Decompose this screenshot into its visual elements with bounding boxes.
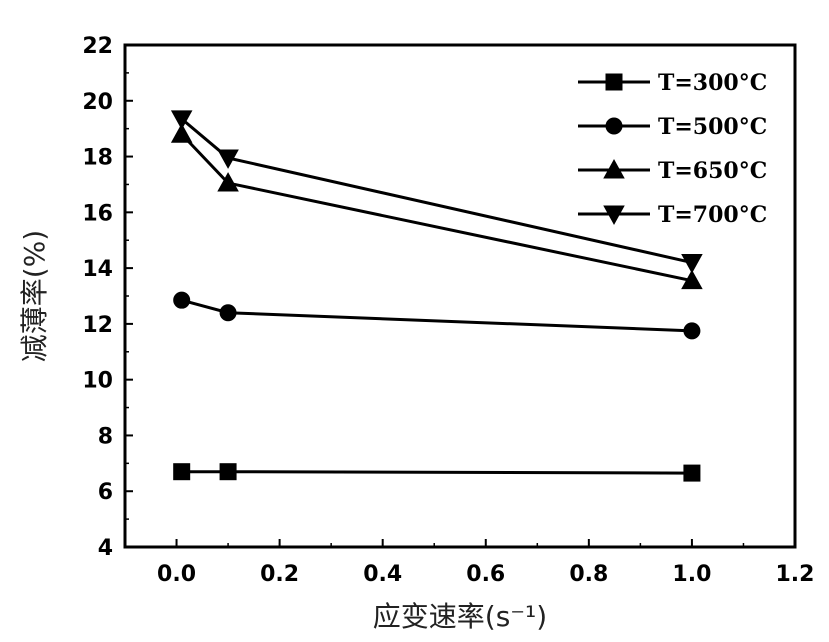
legend: T=300°C T=500°C T=650°C T=700°C xyxy=(578,70,767,228)
data-point xyxy=(217,149,239,169)
y-tick-label: 6 xyxy=(98,480,113,505)
legend-marker xyxy=(603,205,625,225)
data-point xyxy=(170,123,193,143)
series-line xyxy=(181,298,692,333)
series-4 xyxy=(170,110,703,274)
legend-marker xyxy=(605,73,623,91)
series-2 xyxy=(173,291,701,340)
y-tick-label: 18 xyxy=(82,146,113,171)
legend-item: T=650°C xyxy=(578,158,767,184)
data-point xyxy=(681,269,703,290)
legend-item: T=300°C xyxy=(578,70,767,96)
y-tick-label: 20 xyxy=(82,90,113,115)
y-tick-label: 16 xyxy=(82,201,113,226)
y-tick-label: 8 xyxy=(98,424,113,449)
data-point xyxy=(219,304,237,322)
data-point xyxy=(683,322,701,340)
x-tick-label: 0.2 xyxy=(260,562,299,587)
series-line xyxy=(181,470,692,475)
legend-label: T=300°C xyxy=(658,70,767,96)
x-tick-label: 0.6 xyxy=(466,562,505,587)
y-tick-label: 4 xyxy=(98,536,113,561)
axis-ticks xyxy=(124,44,796,548)
legend-item: T=500°C xyxy=(578,114,767,140)
data-point xyxy=(173,463,191,481)
data-point xyxy=(217,172,239,192)
y-tick-label: 22 xyxy=(82,34,113,59)
legend-label: T=650°C xyxy=(658,158,767,184)
series-3 xyxy=(170,123,703,290)
x-tick-label: 1.0 xyxy=(672,562,711,587)
x-tick-label: 1.2 xyxy=(776,562,815,587)
legend-marker xyxy=(605,117,623,135)
y-tick-label: 12 xyxy=(82,313,113,338)
x-tick-label: 0.4 xyxy=(363,562,402,587)
data-point xyxy=(683,464,701,482)
legend-label: T=500°C xyxy=(658,114,767,140)
legend-item: T=700°C xyxy=(578,202,767,228)
axis-tick-labels: 0.0 0.2 0.4 0.6 0.8 1.0 1.2 4 6 8 10 12 14 16 18 20 22 xyxy=(82,34,814,587)
data-point xyxy=(219,463,237,481)
x-tick-label: 0.8 xyxy=(569,562,608,587)
x-axis-title: 应变速率(s⁻¹) xyxy=(373,600,547,633)
y-tick-label: 14 xyxy=(82,257,113,282)
data-point xyxy=(681,254,703,274)
series-1 xyxy=(173,463,701,482)
data-point xyxy=(170,110,193,130)
x-tick-label: 0.0 xyxy=(157,562,196,587)
legend-label: T=700°C xyxy=(658,202,767,228)
legend-marker xyxy=(603,159,625,179)
data-point xyxy=(173,291,191,309)
y-axis-title: 减薄率(%) xyxy=(18,230,51,362)
y-tick-label: 10 xyxy=(82,369,113,394)
series-layer xyxy=(170,110,703,482)
